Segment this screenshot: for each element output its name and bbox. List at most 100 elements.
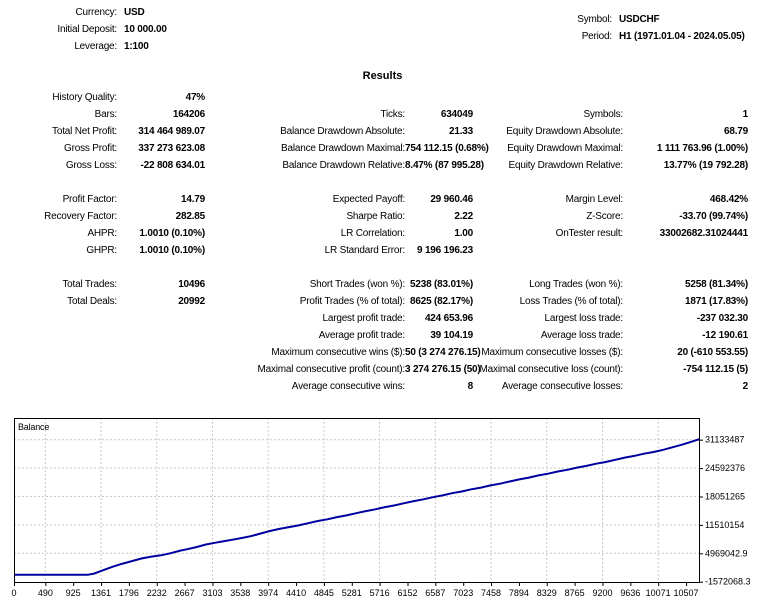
stat-label: Maximum consecutive losses ($): bbox=[481, 347, 623, 358]
x-axis-label: 8765 bbox=[565, 588, 585, 598]
stat-label: Long Trades (won %): bbox=[529, 279, 623, 290]
stat-label: Loss Trades (% of total): bbox=[519, 296, 624, 307]
stat-value bbox=[117, 310, 205, 327]
stat-value: 50 (3 274 276.15) bbox=[405, 347, 481, 358]
stat-label: Balance Drawdown Relative: bbox=[282, 160, 405, 171]
stat-value: 314 464 989.07 bbox=[138, 126, 205, 137]
stat-label: Average consecutive wins: bbox=[291, 381, 405, 392]
stat-label: Margin Level: bbox=[565, 194, 624, 205]
stats-row: Average profit trade: 39 104.19 Average lo… bbox=[0, 327, 765, 344]
stats-row: AHPR: 1.0010 (0.10%) LR Correlation: 1.00 On… bbox=[0, 225, 765, 242]
stats-row: GHPR: 1.0010 (0.10%) LR Standard Error: 9 1… bbox=[0, 242, 765, 259]
stats-row: Total Deals: 20992 Profit Trades (% of tot… bbox=[0, 293, 765, 310]
stats-row: Total Trades: 10496 Short Trades (won %): 5… bbox=[0, 276, 765, 293]
period-label: Period: bbox=[581, 31, 612, 42]
x-axis-label: 1796 bbox=[119, 588, 139, 598]
stat-value: -237 032.30 bbox=[696, 313, 748, 324]
stats-row: Maximum consecutive wins ($): 50 (3 274 2… bbox=[0, 344, 765, 361]
stat-value: 20992 bbox=[178, 296, 205, 307]
stat-label: Gross Loss: bbox=[65, 160, 117, 171]
stat-label: Maximal consecutive profit (count): bbox=[257, 364, 405, 375]
stat-label bbox=[0, 361, 117, 378]
stat-label: Profit Factor: bbox=[62, 194, 118, 205]
stat-value: 1.0010 (0.10%) bbox=[139, 228, 205, 239]
stat-label bbox=[0, 327, 117, 344]
stats-row: History Quality: 47% bbox=[0, 89, 765, 106]
stat-label: Bars: bbox=[94, 109, 118, 120]
stat-label: Average profit trade: bbox=[318, 330, 405, 341]
x-axis-label: 5281 bbox=[342, 588, 362, 598]
leverage-label: Leverage: bbox=[74, 41, 117, 52]
stat-value bbox=[117, 344, 205, 361]
stat-label: Balance Drawdown Absolute: bbox=[280, 126, 405, 137]
stat-label: Average loss trade: bbox=[540, 330, 623, 341]
stat-value bbox=[623, 242, 748, 259]
stat-value: 1871 (17.83%) bbox=[684, 296, 748, 307]
stat-value: 33002682.31024441 bbox=[659, 228, 749, 239]
balance-chart-svg: 0 490 925 1361 1796 2232 2667 3103 3538 3974 4410 4… bbox=[11, 418, 751, 598]
stat-value bbox=[405, 89, 473, 106]
initial-deposit-value: 10 000.00 bbox=[124, 24, 167, 35]
stat-value: 337 273 623.08 bbox=[138, 143, 205, 154]
stats-table: History Quality: 47% Bars: 164206 Ticks: 6340… bbox=[0, 89, 765, 395]
stat-label: Balance Drawdown Maximal: bbox=[281, 143, 405, 154]
y-axis-label: 31133487 bbox=[705, 435, 744, 445]
initial-deposit-label: Initial Deposit: bbox=[57, 24, 117, 35]
x-axis-label: 3538 bbox=[230, 588, 250, 598]
stat-label: Z-Score: bbox=[586, 211, 623, 222]
x-axis-label: 7894 bbox=[509, 588, 529, 598]
x-axis-label: 9636 bbox=[620, 588, 640, 598]
balance-line bbox=[14, 438, 701, 576]
x-axis-label: 1361 bbox=[91, 588, 111, 598]
chart-title: Balance bbox=[18, 422, 50, 432]
x-axis-label: 4410 bbox=[286, 588, 306, 598]
stat-label bbox=[473, 242, 623, 259]
header-row-initial-deposit: Initial Deposit: 10 000.00 bbox=[0, 21, 167, 38]
stat-value: -12 190.61 bbox=[702, 330, 748, 341]
stat-label: Largest loss trade: bbox=[544, 313, 624, 324]
stat-value: 5258 (81.34%) bbox=[684, 279, 748, 290]
stat-label: Largest profit trade: bbox=[322, 313, 405, 324]
stat-value: 8625 (82.17%) bbox=[409, 296, 473, 307]
y-axis-label: 11510154 bbox=[705, 520, 744, 530]
stat-value: 8 bbox=[467, 381, 474, 392]
stat-value: -754 112.15 (5) bbox=[683, 364, 748, 375]
stat-label: Symbols: bbox=[583, 109, 623, 120]
stat-label: AHPR: bbox=[87, 228, 117, 239]
stat-value: 1 111 763.96 (1.00%) bbox=[656, 143, 748, 154]
stat-value: 10496 bbox=[178, 279, 205, 290]
stat-value: 20 (-610 553.55) bbox=[677, 347, 748, 358]
header-right: Symbol: USDCHF Period: H1 (1971.01.04 - … bbox=[482, 11, 745, 45]
stat-label: Ticks: bbox=[380, 109, 405, 120]
stat-label: Average consecutive losses: bbox=[501, 381, 623, 392]
x-axis-label: 7023 bbox=[453, 588, 473, 598]
stat-label: Equity Drawdown Maximal: bbox=[507, 143, 623, 154]
symbol-value: USDCHF bbox=[619, 14, 660, 25]
stats-row: Total Net Profit: 314 464 989.07 Balance D… bbox=[0, 123, 765, 140]
x-axis-label: 0 bbox=[11, 588, 16, 598]
symbol-label: Symbol: bbox=[577, 14, 612, 25]
stats-row: Bars: 164206 Ticks: 634049 Symbols: 1 bbox=[0, 106, 765, 123]
header-row-symbol: Symbol: USDCHF bbox=[482, 11, 745, 28]
stat-value: 282.85 bbox=[175, 211, 206, 222]
y-axis-label: -1572068.3 bbox=[705, 577, 751, 587]
stat-value: 1 bbox=[742, 109, 749, 120]
x-axis-label: 5716 bbox=[370, 588, 390, 598]
currency-value: USD bbox=[124, 7, 145, 18]
x-axis-label: 6152 bbox=[397, 588, 417, 598]
stat-label: OnTester result: bbox=[555, 228, 624, 239]
header-row-period: Period: H1 (1971.01.04 - 2024.05.05) bbox=[482, 28, 745, 45]
stat-value: -22 808 634.01 bbox=[140, 160, 206, 171]
stat-label bbox=[473, 89, 623, 106]
stats-row: Largest profit trade: 424 653.96 Largest l… bbox=[0, 310, 765, 327]
stats-row: Gross Loss: -22 808 634.01 Balance Drawdow… bbox=[0, 157, 765, 174]
stat-label: Expected Payoff: bbox=[332, 194, 405, 205]
stats-row: Gross Profit: 337 273 623.08 Balance Drawd… bbox=[0, 140, 765, 157]
stat-value: 8.47% (87 995.28) bbox=[405, 160, 484, 171]
stats-spacer-row bbox=[0, 174, 765, 191]
y-axis-label: 4969042.9 bbox=[705, 548, 748, 558]
stat-label: Gross Profit: bbox=[64, 143, 117, 154]
x-axis-label: 2232 bbox=[147, 588, 167, 598]
header-row-leverage: Leverage: 1:100 bbox=[0, 38, 167, 55]
chart-border bbox=[14, 418, 700, 583]
